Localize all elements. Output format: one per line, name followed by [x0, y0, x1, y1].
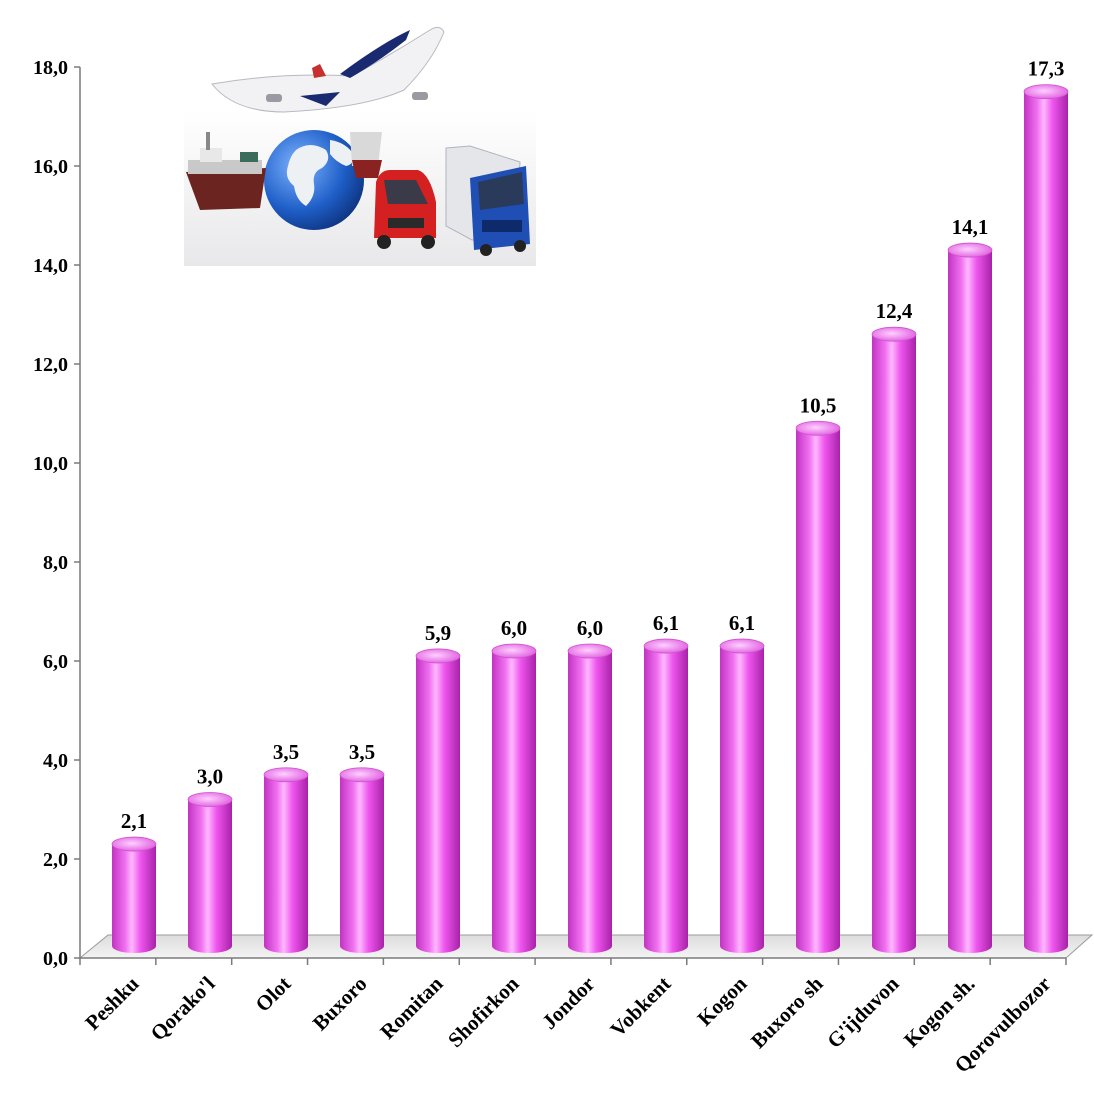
airplane-icon: [211, 26, 445, 113]
van-icon: [374, 170, 436, 249]
ship-icon: [186, 132, 382, 210]
category-label: G'ijduvon: [822, 971, 904, 1053]
category-label: Peshku: [80, 971, 143, 1034]
bar-body: [568, 651, 612, 953]
data-label: 6,0: [577, 616, 603, 640]
category-label: Romitan: [375, 971, 447, 1043]
bar: [111, 836, 157, 953]
bar-cap: [491, 643, 537, 659]
bar: [567, 643, 613, 953]
bar-cap: [111, 836, 157, 852]
bar-body: [644, 646, 688, 953]
category-label: Kogon: [692, 971, 751, 1030]
bar-cap: [415, 648, 461, 664]
y-tick-label: 0,0: [43, 948, 68, 970]
category-label: Jondor: [537, 972, 599, 1034]
bars: [111, 84, 1069, 954]
data-label: 6,1: [653, 611, 679, 635]
bar-body: [340, 774, 384, 953]
bar-cap: [187, 792, 233, 807]
bar: [491, 643, 537, 953]
bar-body: [112, 844, 156, 953]
bar-cap: [795, 420, 841, 436]
transport-illustration: [184, 26, 536, 266]
y-tick-label: 16,0: [33, 156, 68, 178]
truck-icon: [445, 145, 530, 256]
y-tick-label: 4,0: [43, 750, 68, 772]
y-tick-label: 18,0: [33, 57, 68, 79]
data-label: 3,0: [197, 765, 223, 789]
bar-body: [492, 651, 536, 953]
bar: [187, 792, 233, 953]
category-label: Olot: [251, 972, 296, 1017]
bar-cap: [643, 638, 689, 654]
bar-body: [872, 334, 916, 953]
data-label: 12,4: [876, 299, 913, 323]
bar: [643, 638, 689, 953]
bar: [795, 420, 841, 953]
category-label: Vobkent: [605, 972, 675, 1042]
category-label: Kogon sh.: [899, 972, 980, 1053]
bar: [263, 767, 309, 953]
data-label: 3,5: [349, 740, 375, 764]
data-label: 2,1: [121, 809, 147, 833]
bar-body: [188, 799, 232, 953]
bar-body: [1024, 91, 1068, 953]
y-tick-label: 14,0: [33, 255, 68, 277]
bar: [1023, 84, 1069, 953]
bar: [947, 242, 993, 954]
y-tick-label: 8,0: [43, 552, 68, 574]
globe-icon: [264, 130, 364, 230]
bar: [871, 326, 917, 953]
y-tick-label: 2,0: [43, 849, 68, 871]
bar-body: [264, 774, 308, 953]
category-labels: Peshku Qorako'l Olot Buxoro RomitanShofirkon…: [80, 971, 1055, 1077]
bar-cap: [263, 767, 309, 783]
data-label: 14,1: [952, 215, 989, 239]
category-label: Shofirkon: [443, 971, 524, 1052]
y-axis-ticks: 0,0 2,0 4,0 6,0 8,0 10,0 12,0 14,0 16,0 18,0: [33, 57, 80, 970]
data-label: 6,1: [729, 611, 755, 635]
y-tick-label: 10,0: [33, 453, 68, 475]
data-labels: 2,1 3,0 3,5 3,5 5,9 6,0 6,0 6,1 6,1 10,5 12,4 14,1 1…: [121, 57, 1065, 833]
x-axis-ticks: [79, 958, 1067, 965]
bar-cap: [339, 767, 385, 783]
category-label: Buxoro sh: [746, 971, 828, 1053]
y-tick-label: 12,0: [33, 354, 68, 376]
bar-cap: [1023, 84, 1069, 100]
bar-cap: [947, 242, 993, 258]
data-label: 5,9: [425, 621, 451, 645]
bar-cap: [567, 643, 613, 659]
bar-body: [720, 646, 764, 953]
bar: [719, 638, 765, 953]
category-label: Buxoro: [308, 972, 372, 1036]
bar-body: [948, 250, 992, 954]
bar-cap: [719, 638, 765, 654]
bar-cap: [871, 326, 917, 342]
bar: [415, 648, 461, 953]
data-label: 17,3: [1028, 57, 1065, 81]
data-label: 6,0: [501, 616, 527, 640]
category-label: Qorako'l: [146, 971, 220, 1045]
bar-body: [796, 428, 840, 953]
bar-body: [416, 655, 460, 953]
data-label: 10,5: [800, 393, 837, 417]
data-label: 3,5: [273, 740, 299, 764]
bar: [339, 767, 385, 953]
y-tick-label: 6,0: [43, 651, 68, 673]
